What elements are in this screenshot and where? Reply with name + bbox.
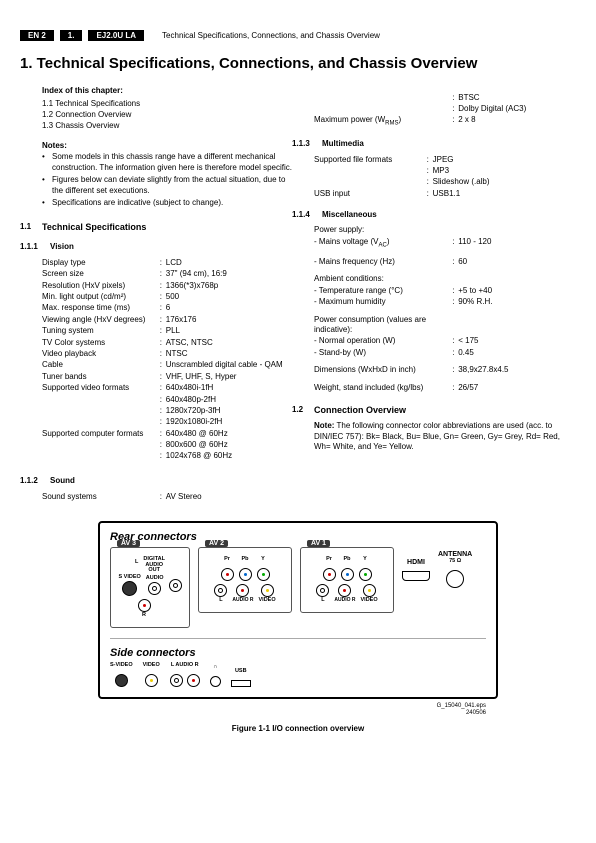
sub-num-112: 1.1.2 <box>20 476 50 485</box>
av3-group: AV 3 L DIGITALAUDIOOUT S VIDEO AUDIO R <box>110 547 190 628</box>
vision-table: Display type:LCDScreen size:37" (94 cm),… <box>42 257 298 462</box>
sub-title-111: Vision <box>50 242 74 251</box>
badge-chapter: 1. <box>60 30 83 41</box>
av1-group: AV 1 Pr Pb Y L AUDIO R VIDEO <box>300 547 394 613</box>
index-title: Index of this chapter: <box>42 86 298 95</box>
hdmi-port <box>402 571 430 581</box>
index-list: 1.1 Technical Specifications1.2 Connecti… <box>42 99 298 131</box>
note-item: Figures below can deviate slightly from … <box>42 175 298 196</box>
misc-table: Power supply:- Mains voltage (VAC):110 -… <box>314 225 570 394</box>
headphone-icon: ∩ <box>213 665 217 675</box>
rtop-table: :BTSC:Dolby Digital (AC3)Maximum power (… <box>314 92 570 129</box>
figure-meta: G_15040_041.eps240506 <box>20 703 486 716</box>
antenna-group: ANTENNA 75 Ω <box>438 551 472 588</box>
figure-caption: Figure 1-1 I/O connection overview <box>20 724 576 733</box>
sec-num-1-1: 1.1 <box>20 222 42 232</box>
svideo-port <box>122 581 137 596</box>
sub-title-113: Multimedia <box>322 139 364 148</box>
multimedia-table: Supported file formats:JPEG:MP3:Slidesho… <box>314 154 570 200</box>
notes-title: Notes: <box>42 141 298 150</box>
index-item: 1.3 Chassis Overview <box>42 121 298 132</box>
badge-model: EJ2.0U LA <box>88 30 144 41</box>
av2-label: AV 2 <box>205 540 228 547</box>
page-header: EN 2 1. EJ2.0U LA Technical Specificatio… <box>20 30 576 41</box>
sub-title-112: Sound <box>50 476 75 485</box>
sub-title-114: Miscellaneous <box>322 210 377 219</box>
sec-num-1-2: 1.2 <box>292 405 314 415</box>
badge-en: EN 2 <box>20 30 54 41</box>
coax-port <box>446 570 464 588</box>
page-title: 1. Technical Specifications, Connections… <box>20 55 576 72</box>
side-title: Side connectors <box>110 647 486 659</box>
sec-title-1-1: Technical Specifications <box>42 222 146 232</box>
sec-title-1-2: Connection Overview <box>314 405 406 415</box>
rca-r <box>138 599 151 612</box>
index-item: 1.2 Connection Overview <box>42 110 298 121</box>
rca-dao <box>169 579 182 592</box>
index-item: 1.1 Technical Specifications <box>42 99 298 110</box>
header-text: Technical Specifications, Connections, a… <box>162 31 380 40</box>
usb-port <box>231 680 251 687</box>
sub-num-114: 1.1.4 <box>292 210 322 219</box>
hdmi-group: HDMI <box>402 559 430 581</box>
note-item: Specifications are indicative (subject t… <box>42 198 298 208</box>
sub-num-113: 1.1.3 <box>292 139 322 148</box>
side-connectors: S-VIDEO VIDEO L AUDIO R ∩ USB <box>110 663 486 687</box>
rca-l <box>148 582 161 595</box>
av3-label: AV 3 <box>117 540 140 547</box>
sound-table: Sound systems:AV Stereo <box>42 491 298 502</box>
notes-list: Some models in this chassis range have a… <box>42 152 298 208</box>
av1-label: AV 1 <box>307 540 330 547</box>
sub-num-111: 1.1.1 <box>20 242 50 251</box>
io-diagram: Rear connectors AV 3 L DIGITALAUDIOOUT S… <box>98 521 498 699</box>
connection-note: Note: The following connector color abbr… <box>314 421 570 452</box>
rear-title: Rear connectors <box>110 531 486 543</box>
av2-group: AV 2 Pr Pb Y L AUDIO R VIDEO <box>198 547 292 613</box>
note-item: Some models in this chassis range have a… <box>42 152 298 173</box>
